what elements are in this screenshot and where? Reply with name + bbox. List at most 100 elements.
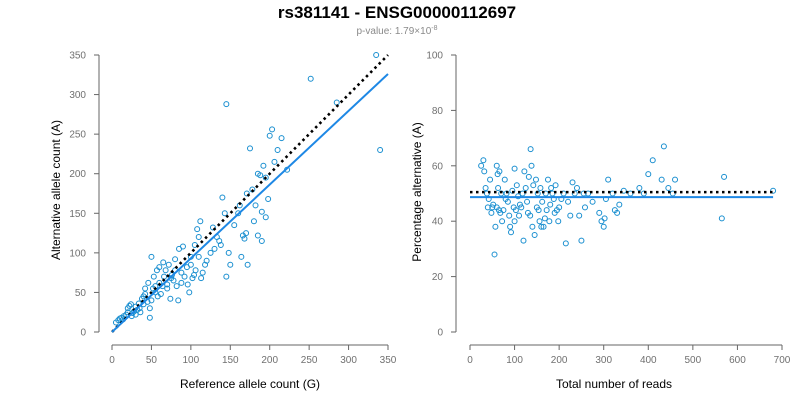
right-data-point	[483, 190, 490, 197]
right-data-point	[492, 223, 499, 230]
right-data-point	[495, 207, 502, 214]
right-data-point	[518, 204, 525, 211]
left-data-point	[198, 275, 205, 282]
right-data-point	[672, 176, 679, 183]
left-data-point	[262, 214, 269, 221]
right-data-point	[546, 218, 553, 225]
right-data-point	[511, 165, 518, 172]
left-scatter-panel: Reference allele count (G) Alternative a…	[49, 51, 397, 392]
right-data-point	[581, 204, 588, 211]
left-y-tick-label: 100	[69, 248, 86, 259]
right-data-point	[562, 240, 569, 247]
left-data-point	[257, 172, 264, 179]
right-data-point	[531, 232, 538, 239]
left-data-point	[274, 146, 281, 153]
left-data-point	[175, 297, 182, 304]
left-data-point	[172, 256, 179, 263]
left-y-axis-label: Alternative allele count (A)	[49, 120, 63, 260]
right-data-point	[600, 223, 607, 230]
right-data-point	[616, 201, 623, 208]
right-data-point	[519, 190, 526, 197]
right-data-point	[545, 176, 551, 183]
left-data-point	[243, 230, 250, 237]
left-data-point	[187, 261, 194, 268]
left-data-point	[199, 269, 206, 276]
left-data-point	[145, 279, 152, 286]
left-data-point	[167, 295, 174, 302]
right-data-point	[536, 218, 543, 225]
right-data-point	[541, 215, 548, 222]
right-data-point	[537, 184, 544, 191]
left-data-point	[250, 218, 257, 225]
right-data-point	[535, 207, 542, 214]
left-y-tick-label: 150	[69, 209, 86, 220]
right-data-point	[529, 223, 536, 230]
left-data-point	[164, 285, 171, 292]
left-y-tick-label: 300	[69, 90, 86, 101]
left-data-point	[197, 218, 204, 225]
left-x-tick-label: 100	[183, 355, 200, 366]
right-data-point	[525, 173, 532, 180]
left-data-point	[195, 234, 202, 241]
right-data-point	[560, 190, 567, 197]
right-data-point	[589, 198, 596, 205]
left-data-point	[178, 269, 185, 276]
right-data-point	[484, 204, 491, 211]
right-x-tick-label: 700	[774, 355, 791, 366]
right-x-tick-label: 600	[729, 355, 746, 366]
left-x-tick-label: 250	[301, 355, 318, 366]
right-data-point	[516, 212, 523, 219]
right-data-point	[481, 168, 488, 175]
right-data-point	[636, 184, 643, 191]
left-data-point	[146, 305, 153, 312]
left-data-point	[164, 281, 171, 288]
right-data-point	[569, 179, 576, 186]
left-data-point	[231, 222, 238, 229]
right-y-tick-label: 100	[426, 51, 443, 62]
right-data-point	[527, 146, 534, 153]
left-x-tick-label: 0	[109, 355, 115, 366]
right-data-point	[658, 176, 665, 183]
left-y-tick-label: 350	[69, 51, 86, 62]
left-data-point	[266, 132, 273, 139]
right-x-tick-label: 400	[640, 355, 657, 366]
left-data-point	[219, 194, 226, 201]
left-data-point	[278, 135, 285, 142]
right-data-point	[578, 237, 585, 244]
left-data-point	[148, 297, 155, 304]
left-data-point	[192, 267, 199, 274]
right-data-point	[511, 218, 518, 225]
right-data-point	[669, 190, 676, 197]
left-data-point	[146, 314, 153, 321]
left-data-point	[203, 257, 210, 264]
right-data-point	[596, 209, 603, 216]
right-data-point	[585, 190, 592, 197]
right-data-point	[567, 212, 574, 219]
right-data-point	[649, 157, 656, 164]
left-x-tick-label: 50	[146, 355, 158, 366]
left-data-point	[209, 224, 216, 231]
left-data-point	[241, 235, 248, 242]
left-data-point	[162, 267, 169, 274]
right-data-point	[549, 190, 556, 197]
left-data-point	[227, 261, 234, 268]
right-data-point	[512, 207, 519, 214]
right-data-point	[522, 184, 529, 191]
left-data-point	[254, 232, 261, 239]
right-data-point	[493, 162, 500, 169]
right-y-tick-label: 80	[432, 106, 444, 117]
left-x-tick-label: 150	[222, 355, 239, 366]
left-data-point	[258, 237, 265, 244]
right-y-axis-label: Percentage alternative (A)	[410, 122, 424, 261]
right-data-point	[540, 223, 547, 230]
right-y-tick-label: 20	[432, 272, 444, 283]
right-data-point	[506, 212, 513, 219]
right-data-point	[489, 204, 496, 211]
right-data-point	[640, 190, 647, 197]
right-data-point	[530, 182, 537, 189]
left-data-point	[194, 226, 201, 233]
right-data-point	[665, 184, 672, 191]
left-data-point	[170, 277, 177, 284]
right-data-point	[524, 198, 531, 205]
right-y-tick-label: 60	[432, 161, 444, 172]
